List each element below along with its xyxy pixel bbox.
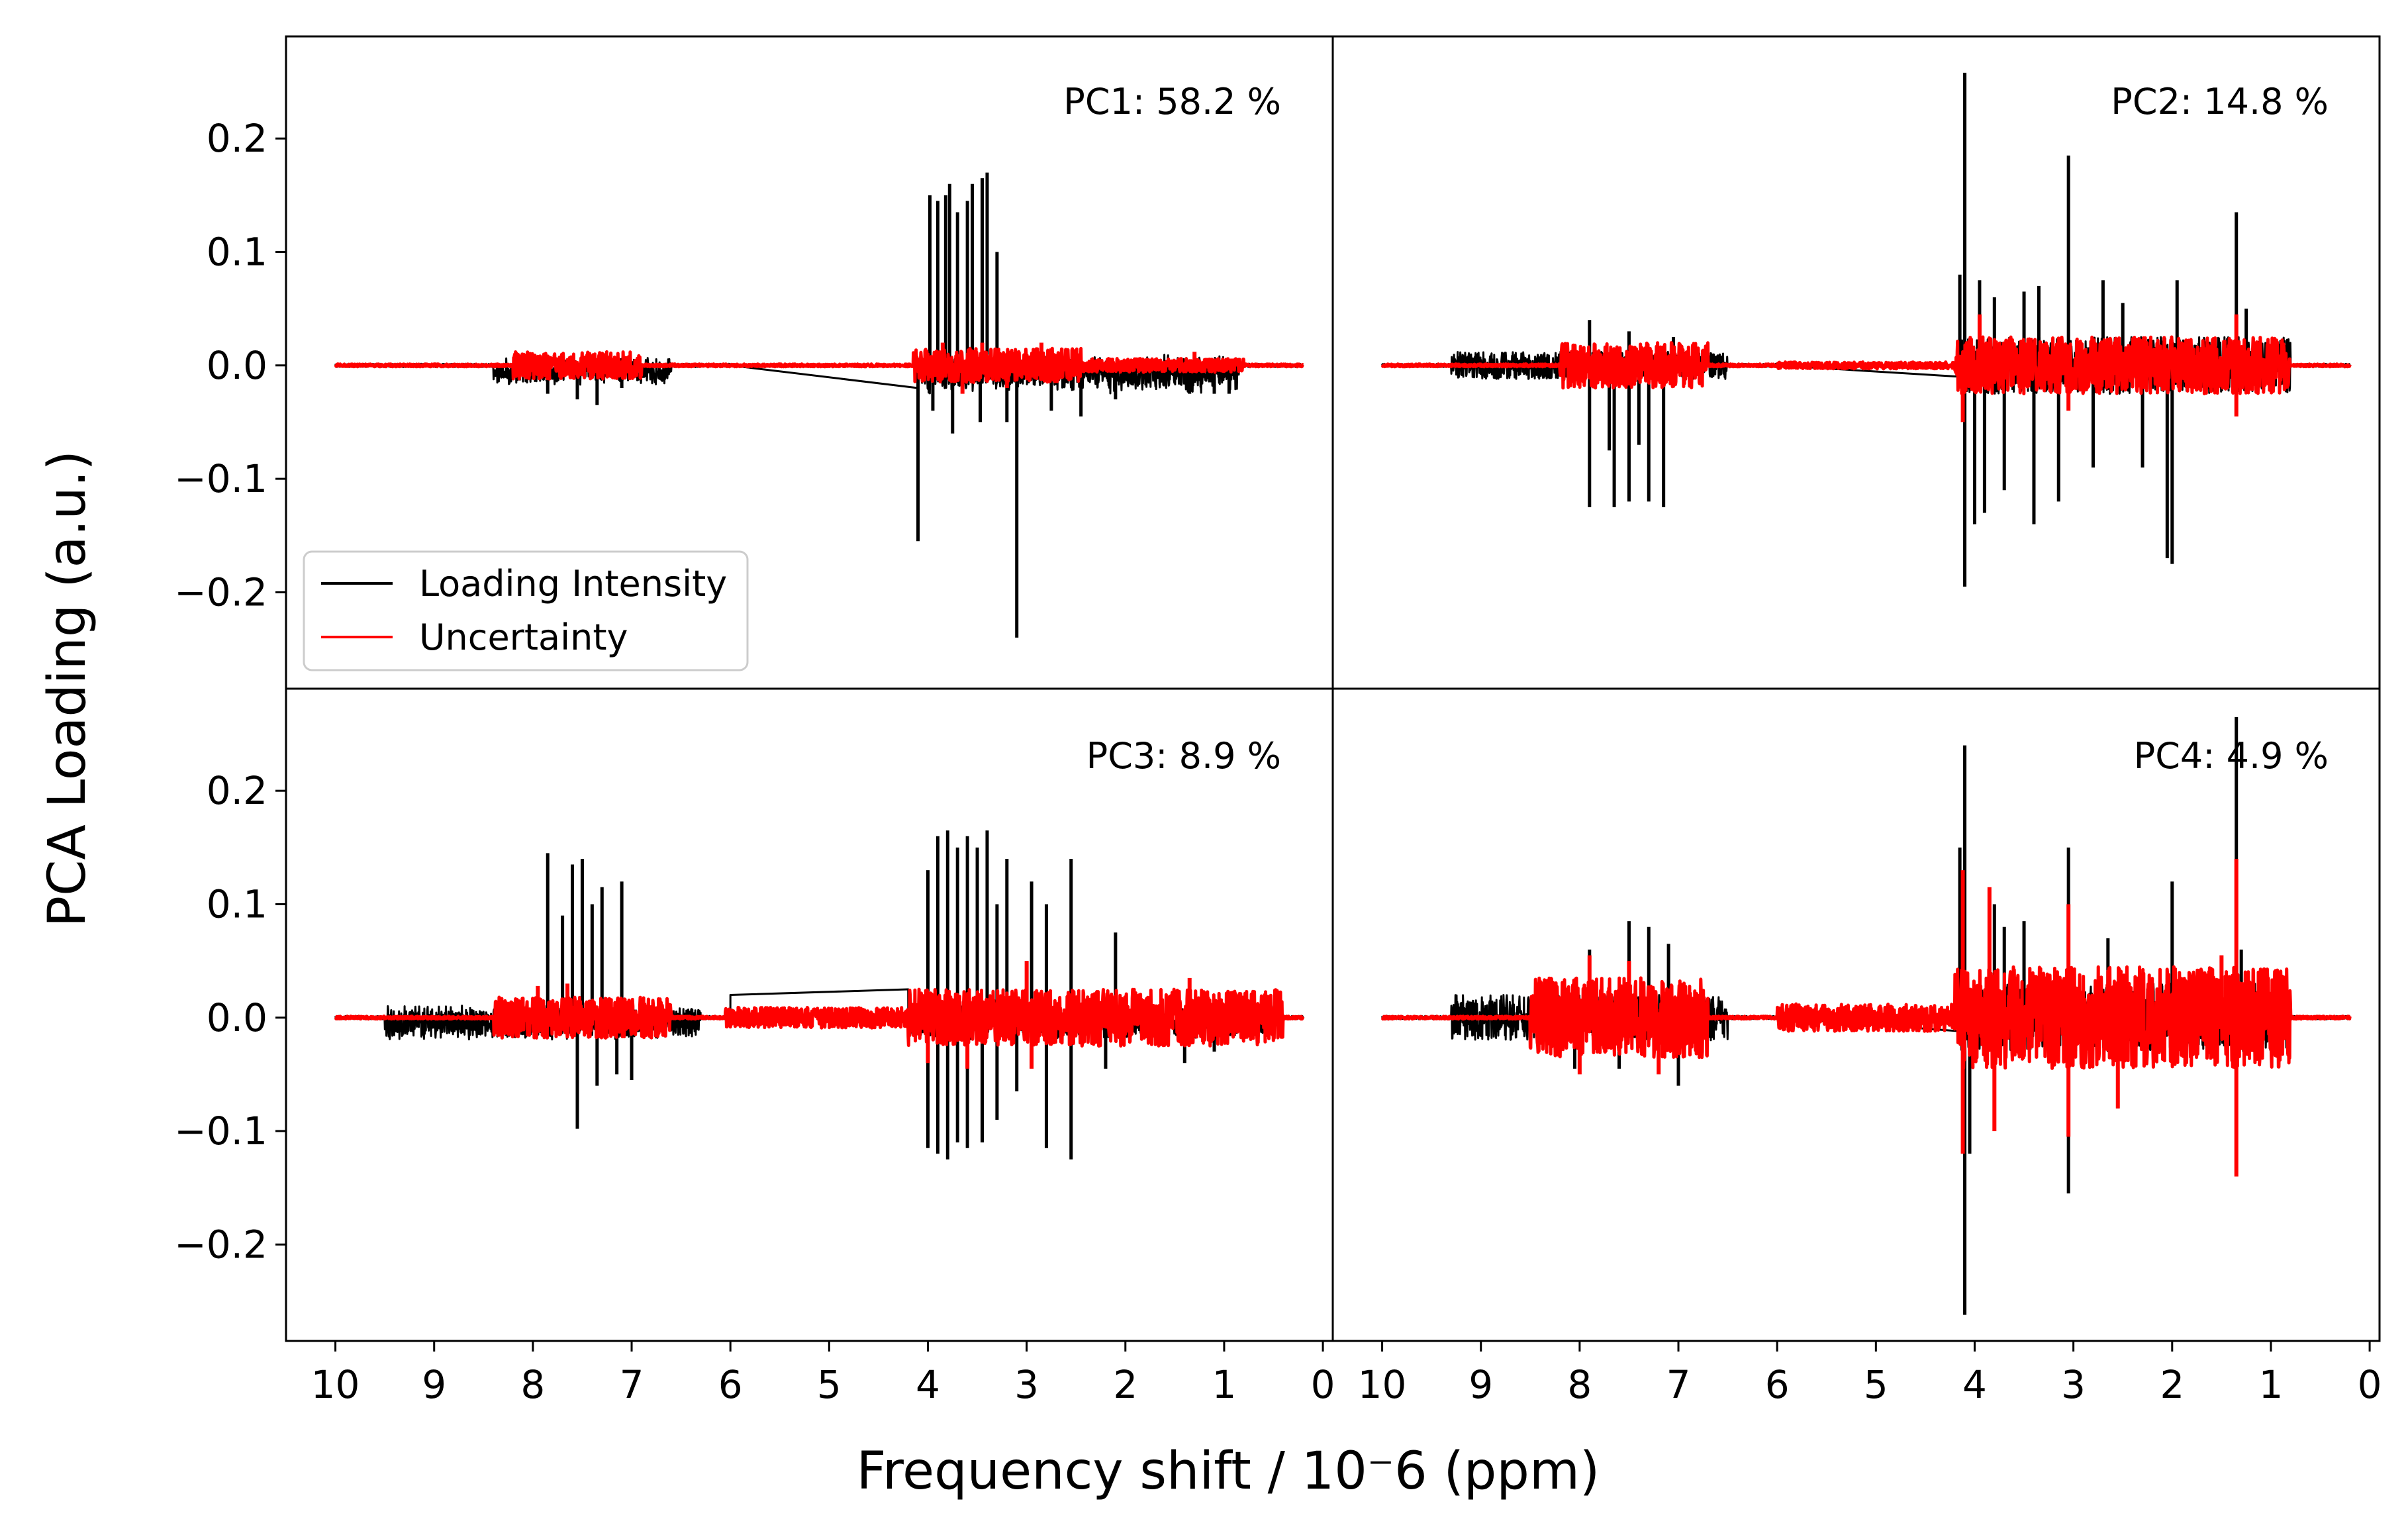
panel-pc1 xyxy=(334,172,1305,638)
y-tick-label: 0.0 xyxy=(207,343,267,388)
x-tick-label: 2 xyxy=(1113,1362,1137,1407)
legend: Loading Intensity Uncertainty xyxy=(303,550,749,671)
x-tick-label: 10 xyxy=(1358,1362,1407,1407)
legend-label-loading: Loading Intensity xyxy=(419,563,727,605)
x-tick-label: 0 xyxy=(1311,1362,1335,1407)
pc1-label: PC1: 58.2 % xyxy=(1063,81,1281,123)
panel-pc2 xyxy=(1380,72,2352,587)
panel-plot-area xyxy=(1380,72,2352,587)
x-tick-label: 0 xyxy=(2358,1362,2382,1407)
x-tick-label: 4 xyxy=(916,1362,940,1407)
x-axis-title: Frequency shift / 10⁻6 (ppm) xyxy=(857,1442,1600,1501)
uncertainty-line xyxy=(1380,335,2352,395)
x-tick-label: 8 xyxy=(1567,1362,1592,1407)
x-tick-label: 8 xyxy=(520,1362,545,1407)
panel-frames xyxy=(285,35,2381,1342)
panel-pc3 xyxy=(334,830,1305,1159)
y-tick-label: −0.2 xyxy=(174,569,267,615)
pc4-label: PC4: 4.9 % xyxy=(2134,735,2329,777)
y-tick-label: 0.1 xyxy=(207,881,267,926)
x-tick-label: 2 xyxy=(2160,1362,2184,1407)
uncertainty-line xyxy=(334,987,1305,1048)
panel-plot-area xyxy=(334,830,1305,1159)
x-tick-label: 9 xyxy=(1469,1362,1493,1407)
uncertainty-line xyxy=(334,346,1305,384)
x-tick-label: 7 xyxy=(1666,1362,1691,1407)
y-tick-label: 0.2 xyxy=(207,768,267,813)
panel-plot-area xyxy=(334,172,1305,638)
y-axis-title: PCA Loading (a.u.) xyxy=(38,450,97,927)
x-tick-label: 6 xyxy=(718,1362,743,1407)
x-tick-label: 10 xyxy=(311,1362,360,1407)
legend-box xyxy=(303,550,749,671)
panel-pc4 xyxy=(1380,716,2352,1315)
legend-label-uncertainty: Uncertainty xyxy=(419,617,628,658)
x-tick-label: 7 xyxy=(620,1362,644,1407)
x-tick-label: 5 xyxy=(817,1362,842,1407)
panel-frame xyxy=(1331,687,2381,1342)
x-tick-label: 3 xyxy=(2061,1362,2086,1407)
x-tick-label: 3 xyxy=(1014,1362,1039,1407)
y-tick-label: 0.0 xyxy=(207,995,267,1040)
x-tick-label: 6 xyxy=(1765,1362,1790,1407)
x-tick-label: 1 xyxy=(1212,1362,1236,1407)
y-tick-label: −0.1 xyxy=(174,1109,267,1154)
y-tick-label: −0.2 xyxy=(174,1222,267,1267)
pc2-label: PC2: 14.8 % xyxy=(2111,81,2329,123)
panel-plot-area xyxy=(1380,716,2352,1315)
uncertainty-line xyxy=(1380,965,2352,1070)
y-tick-label: −0.1 xyxy=(174,456,267,501)
axes: 0.20.10.0−0.1−0.20.20.10.0−0.1−0.210 9 8 7 6… xyxy=(174,116,2382,1407)
y-tick-label: 0.1 xyxy=(207,229,267,274)
x-tick-label: 1 xyxy=(2258,1362,2283,1407)
y-tick-label: 0.2 xyxy=(207,116,267,161)
x-tick-label: 5 xyxy=(1864,1362,1888,1407)
x-tick-label: 9 xyxy=(422,1362,446,1407)
pc3-label: PC3: 8.9 % xyxy=(1086,735,1281,777)
x-tick-label: 4 xyxy=(1962,1362,1987,1407)
